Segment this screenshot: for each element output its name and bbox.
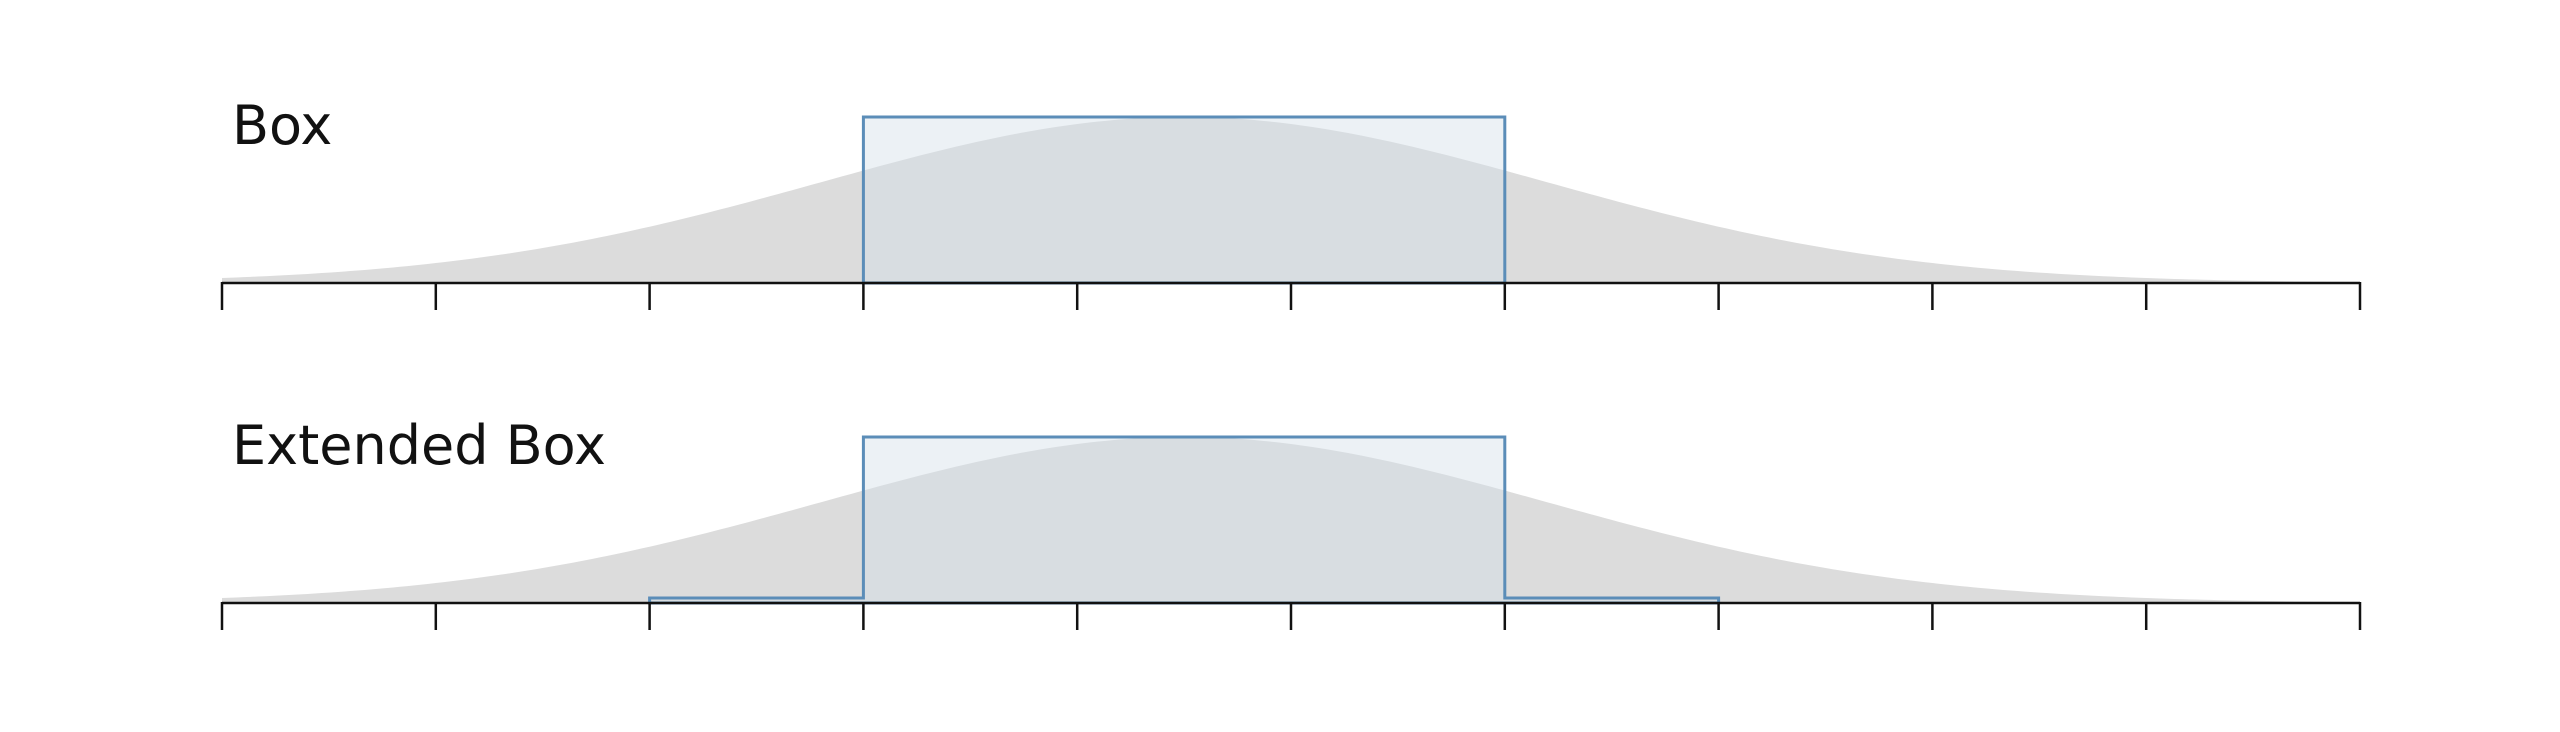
box-kernel <box>861 115 1507 285</box>
distribution-curve-extended-box <box>222 437 2360 603</box>
panel-box: Box <box>220 94 2362 310</box>
extended-box-kernel <box>648 435 1721 605</box>
panel-extended-box: Extended Box <box>220 414 2362 630</box>
panel-title-extended-box: Extended Box <box>232 414 606 477</box>
axis-ticks-extended-box <box>220 602 2362 630</box>
axis-ticks-box <box>220 282 2362 310</box>
distribution-curve-box <box>222 117 2360 283</box>
panel-title-box: Box <box>232 94 332 157</box>
